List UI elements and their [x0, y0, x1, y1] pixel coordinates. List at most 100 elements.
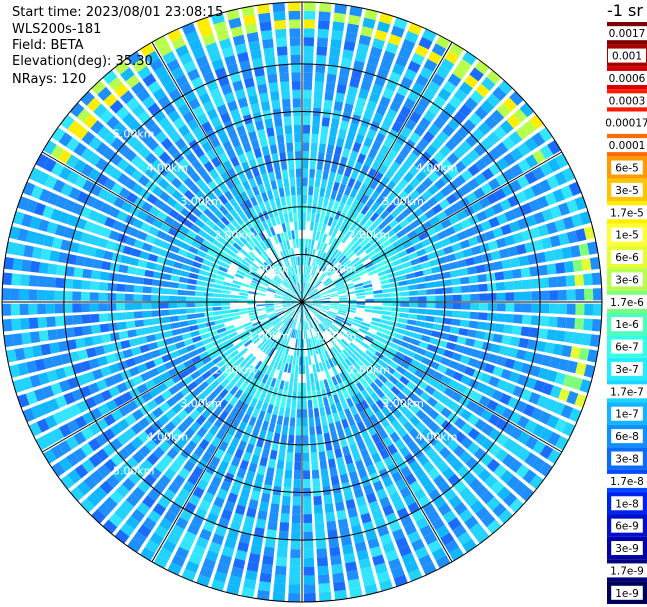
ray-gate	[12, 379, 25, 393]
ray-gate	[30, 331, 41, 344]
ray-gate	[256, 308, 266, 312]
ray-gate	[382, 87, 395, 100]
ray-gate	[283, 116, 292, 126]
ray-gate	[345, 31, 358, 43]
ray-gate	[242, 180, 251, 191]
ray-gate	[415, 421, 427, 433]
ray-gate	[173, 335, 184, 343]
ray-gate	[271, 317, 279, 324]
ray-gate	[31, 246, 43, 259]
ray-gate	[299, 303, 302, 313]
ray-gate	[230, 566, 244, 578]
ray-gate	[288, 434, 295, 444]
ray-gate	[159, 302, 169, 309]
ray-gate	[180, 270, 190, 278]
ray-gate	[164, 171, 176, 183]
ray-gate	[235, 215, 244, 226]
ray-gate	[443, 310, 453, 317]
ray-gate	[452, 310, 462, 318]
ray-gate	[431, 330, 441, 338]
ray-gate	[382, 293, 392, 298]
ray-gate	[68, 187, 81, 200]
ray-gate	[374, 29, 388, 42]
ray-gate	[499, 248, 510, 259]
ray-gate	[287, 230, 292, 240]
ray-gate	[179, 509, 193, 522]
ray-gate	[227, 464, 238, 476]
ray-gate	[495, 142, 509, 156]
ray-gate	[292, 89, 301, 99]
ray-gate	[289, 37, 301, 47]
ray-gate	[302, 177, 308, 187]
ray-gate	[414, 270, 424, 278]
ray-gate	[270, 316, 279, 322]
ray-gate	[140, 459, 153, 472]
ray-gate	[80, 232, 92, 244]
ray-gate	[306, 265, 310, 275]
ray-gate	[276, 361, 283, 371]
ray-gate	[236, 183, 245, 194]
ray-gate	[334, 448, 343, 459]
ray-gate	[313, 222, 319, 232]
ray-gate	[500, 120, 514, 134]
ray-gate	[302, 374, 306, 383]
ray-gate	[426, 288, 436, 295]
ray-gate	[495, 313, 506, 322]
ray-gate	[414, 434, 426, 446]
ray-gate	[352, 321, 361, 328]
ray-gate	[410, 338, 421, 346]
ray-gate	[211, 533, 225, 546]
ray-gate	[309, 364, 313, 374]
ray-gate	[264, 394, 271, 404]
ray-gate	[368, 328, 378, 335]
ray-gate	[280, 283, 288, 290]
ray-gate	[188, 349, 199, 358]
ray-gate	[260, 492, 271, 503]
ray-gate	[476, 382, 488, 394]
ray-gate	[446, 193, 458, 205]
ray-gate	[203, 161, 215, 173]
ray-gate	[355, 347, 365, 356]
ray-gate	[266, 376, 273, 386]
ray-gate	[219, 183, 229, 194]
ray-gate	[215, 274, 225, 281]
ray-gate	[329, 294, 339, 298]
ray-gate	[581, 333, 592, 346]
ray-gate	[363, 456, 374, 468]
ray-gate	[291, 63, 301, 73]
ray-gate	[302, 400, 307, 410]
ray-gate	[145, 334, 156, 343]
ray-gate	[433, 151, 446, 164]
ray-gate	[440, 218, 452, 229]
ray-gate	[449, 43, 464, 57]
ray-gate	[557, 303, 567, 315]
ray-gate	[242, 245, 251, 254]
ray-gate	[303, 2, 316, 12]
ray-gate	[338, 128, 347, 139]
ray-gate	[363, 175, 373, 186]
ray-gate	[435, 555, 451, 569]
ray-gate	[21, 332, 32, 345]
ray-gate	[35, 435, 49, 451]
ray-gate	[382, 370, 392, 380]
ray-gate	[370, 277, 380, 283]
ray-gate	[349, 77, 361, 89]
ray-gate	[336, 456, 345, 467]
ray-gate	[364, 335, 374, 342]
ray-gate	[238, 295, 248, 299]
ray-gate	[162, 539, 177, 553]
ray-gate	[307, 203, 312, 213]
ray-gate	[263, 355, 270, 365]
ray-gate	[191, 76, 204, 89]
ray-gate	[346, 570, 359, 581]
ray-gate	[156, 211, 168, 222]
ray-gate	[315, 231, 321, 241]
ray-gate	[505, 292, 515, 301]
ray-gate	[308, 408, 314, 418]
nrays-label: NRays: 120	[12, 72, 87, 87]
ray-gate	[387, 443, 398, 455]
ray-gate	[409, 480, 422, 493]
ray-gate	[572, 259, 583, 272]
ray-gate	[58, 149, 72, 164]
ray-gate	[339, 473, 350, 484]
